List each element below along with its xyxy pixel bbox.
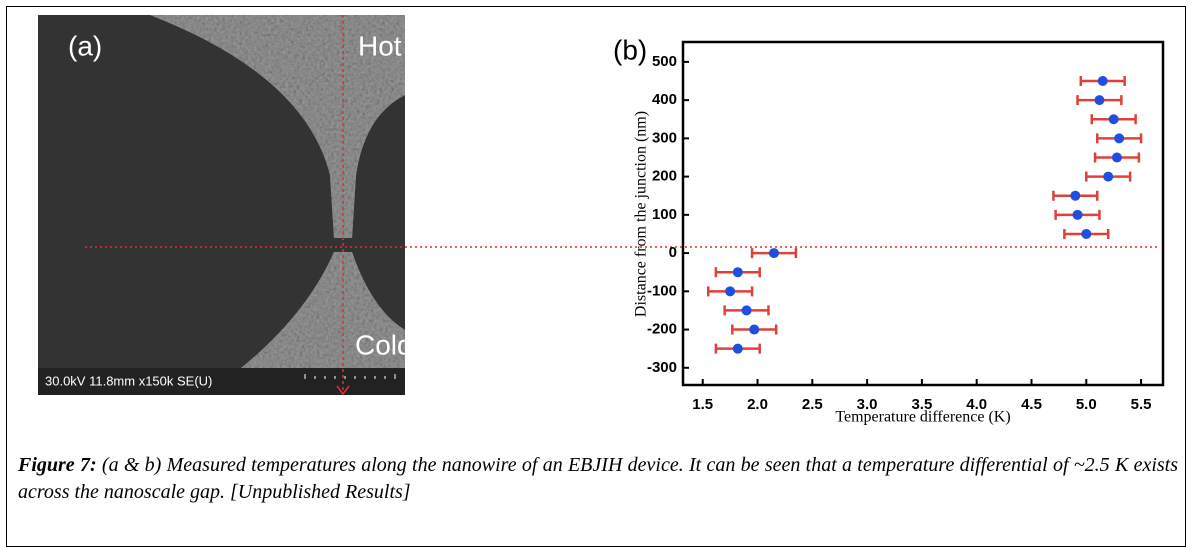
scale-ticks [304,374,396,379]
info-bar: 30.0kV 11.8mm x150k SE(U) [45,373,212,388]
guide-arrow [336,385,350,396]
y-tick-label: 200 [652,168,677,185]
x-tick-label: 3.5 [911,396,932,413]
plot-frame [681,40,1165,387]
info-bar-bg [38,368,405,395]
y-tick-label: -200 [647,321,677,338]
y-tick-label: 500 [652,53,677,70]
cold-electrode [205,252,405,395]
x-tick-label: 5.0 [1076,396,1097,413]
x-tick-label: 3.0 [857,396,878,413]
data-point [741,305,752,316]
y-tick-label: 100 [652,206,677,223]
data-point [749,324,760,335]
data-point [1072,209,1083,220]
data-point [725,286,736,297]
x-tick-label: 5.5 [1131,396,1152,413]
y-tick-label: 300 [652,129,677,146]
scale-bar-label: 300nm [528,373,568,388]
y-tick-label: 400 [652,91,677,108]
data-point [1114,133,1125,144]
data-point [1094,95,1105,106]
hot-electrode [150,15,405,238]
figure: (a) Hot Side Cold Side 30.0kV 11.8mm x15… [38,15,1165,426]
panel-label: (b) [613,34,647,65]
y-tick-label: -300 [647,359,677,376]
x-tick-label: 2.5 [802,396,823,413]
data-point [1108,114,1119,125]
data-point [732,343,743,354]
panel-label: (a) [68,30,102,61]
caption: Figure 7: (a & b) Measured temperatures … [18,452,1178,506]
hot-side-label: Hot Side [358,30,465,61]
caption-label: Figure 7: [18,454,97,476]
y-tick-label: 0 [669,244,677,261]
caption-text: (a & b) Measured temperatures along the … [18,454,1178,503]
data-point [1097,76,1108,87]
data-point [1081,228,1092,239]
x-axis-label: Temperature difference (K) [835,409,1010,426]
data-point [768,248,779,259]
cold-side-label: Cold Side [355,329,476,360]
x-tick-label: 4.5 [1021,396,1042,413]
data-point [1103,171,1114,182]
data-point [732,267,743,278]
y-tick-label: -100 [647,282,677,299]
y-axis-label: Distance from the junction (nm) [633,111,650,317]
x-tick-label: 1.5 [692,396,713,413]
data-point [1070,190,1081,201]
figure-frame [6,6,1186,547]
data-point [1111,152,1122,163]
x-tick-label: 2.0 [747,396,768,413]
x-tick-label: 4.0 [966,396,987,413]
sem-image: (a) Hot Side Cold Side 30.0kV 11.8mm x15… [38,15,568,396]
